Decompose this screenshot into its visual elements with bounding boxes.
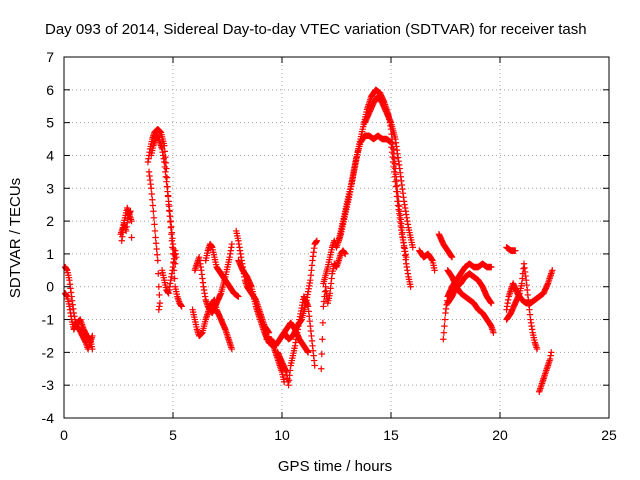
- data-point: [171, 275, 178, 282]
- data-point: [548, 349, 555, 356]
- data-point: [319, 319, 327, 327]
- data-point: [318, 350, 325, 358]
- data-point: [167, 217, 175, 225]
- data-point: [441, 316, 449, 323]
- data-point: [149, 202, 157, 209]
- data-point: [403, 253, 410, 261]
- data-point: [313, 237, 321, 244]
- x-tick-label: 20: [492, 427, 508, 443]
- data-point: [169, 235, 176, 242]
- y-tick-label: -1: [42, 312, 55, 328]
- x-tick-label: 25: [601, 427, 617, 443]
- plot-frame: [63, 56, 610, 419]
- data-point: [155, 283, 163, 290]
- data-point: [407, 283, 414, 290]
- data-point: [128, 234, 135, 241]
- data-point: [488, 299, 495, 307]
- data-point: [152, 234, 159, 241]
- axis-ticks: -4 -3 -2 -1 0 1 2 3 4 5 6 7 0 5 10 15 20 25: [42, 49, 617, 443]
- y-tick-label: 0: [46, 279, 54, 295]
- data-point: [533, 345, 541, 353]
- y-tick-label: 5: [46, 115, 54, 131]
- data-point: [304, 349, 312, 356]
- y-tick-label: -2: [42, 344, 55, 360]
- y-tick-label: -4: [42, 410, 55, 426]
- data-point: [173, 253, 180, 261]
- data-point: [155, 270, 162, 277]
- data-point: [409, 244, 416, 251]
- data-point: [488, 263, 495, 271]
- data-point: [151, 227, 159, 235]
- data-point: [148, 190, 155, 198]
- data-point: [311, 362, 318, 369]
- x-tick-label: 15: [383, 427, 399, 443]
- data-point: [178, 303, 185, 310]
- data-point: [235, 293, 242, 300]
- grid: [64, 57, 609, 418]
- y-axis-label: SDTVAR / TECUs: [7, 178, 24, 298]
- data-point: [448, 253, 456, 261]
- data-point: [440, 329, 448, 336]
- data-point: [342, 250, 349, 258]
- data-point: [441, 322, 448, 330]
- data-point: [431, 267, 438, 274]
- data-point: [228, 345, 236, 353]
- y-tick-label: 1: [46, 246, 54, 262]
- chart-title: Day 093 of 2014, Sidereal Day-to-day VTE…: [45, 21, 587, 38]
- data-points: [61, 86, 556, 395]
- y-tick-label: 3: [46, 180, 54, 196]
- data-point: [127, 208, 134, 215]
- data-point: [440, 336, 447, 343]
- x-tick-label: 5: [169, 427, 177, 443]
- data-point: [549, 267, 556, 274]
- data-point: [150, 208, 157, 215]
- x-tick-label: 10: [274, 427, 290, 443]
- data-point: [168, 229, 176, 236]
- data-point: [393, 182, 401, 190]
- data-point: [319, 336, 326, 343]
- data-point: [490, 329, 497, 336]
- y-tick-label: -3: [42, 377, 55, 393]
- data-point: [89, 345, 96, 353]
- data-point: [152, 240, 160, 247]
- y-tick-label: 6: [46, 82, 54, 98]
- data-point: [151, 221, 158, 228]
- data-point: [156, 291, 163, 299]
- data-point: [228, 240, 236, 248]
- data-point: [154, 257, 161, 264]
- data-point: [148, 185, 155, 192]
- y-tick-label: 2: [46, 213, 54, 229]
- data-point: [153, 245, 160, 253]
- data-point: [318, 365, 325, 372]
- data-point: [155, 306, 163, 313]
- x-axis-label: GPS time / hours: [278, 458, 392, 475]
- y-tick-label: 4: [46, 147, 54, 163]
- data-point: [150, 214, 158, 222]
- data-point: [149, 196, 156, 203]
- x-tick-label: 0: [60, 427, 68, 443]
- data-point: [128, 217, 135, 225]
- data-point: [512, 247, 519, 254]
- y-tick-label: 7: [46, 49, 54, 65]
- data-point: [168, 223, 175, 231]
- data-point: [153, 251, 161, 258]
